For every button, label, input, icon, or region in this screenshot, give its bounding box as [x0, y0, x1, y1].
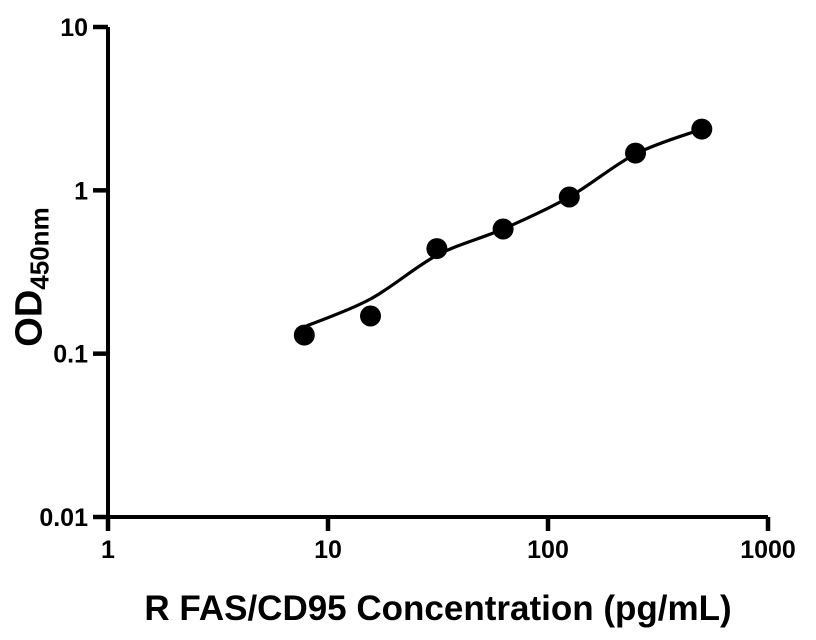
y-tick-label: 10	[60, 14, 88, 42]
x-tick-label: 1000	[740, 536, 796, 564]
y-axis-title-main: OD	[8, 289, 51, 347]
y-axis-title: OD450nm	[9, 207, 56, 346]
axis-spines	[106, 27, 768, 519]
y-axis-title-subscript: 450nm	[24, 207, 55, 290]
data-point	[360, 305, 381, 327]
y-tick-label: 1	[74, 177, 88, 205]
data-point	[426, 238, 448, 260]
x-axis-title: R FAS/CD95 Concentration (pg/mL)	[144, 589, 732, 628]
x-tick-label: 100	[527, 536, 569, 564]
data-point	[558, 186, 580, 208]
y-tick-label: 0.01	[39, 504, 88, 532]
y-tick-label: 0.1	[53, 341, 88, 369]
data-point	[492, 218, 514, 240]
x-tick-label: 1	[101, 536, 115, 564]
x-tick-label: 10	[314, 536, 342, 564]
data-point	[293, 324, 315, 346]
data-point	[625, 142, 646, 164]
data-point	[691, 118, 713, 140]
